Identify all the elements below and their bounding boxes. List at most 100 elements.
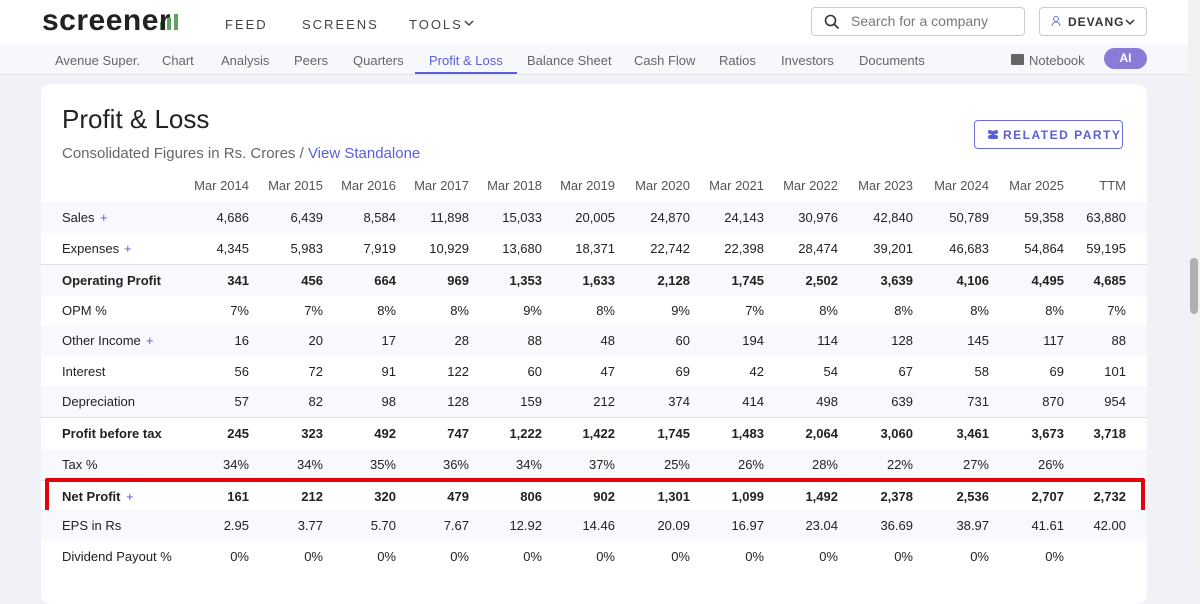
cell: 50,789 (949, 210, 989, 225)
row-label[interactable]: Sales (62, 210, 95, 225)
cell: 28% (811, 457, 838, 472)
cell: 8% (1045, 303, 1064, 318)
card: Profit & Loss Consolidated Figures in Rs… (41, 84, 1147, 604)
cell: 4,345 (216, 241, 249, 256)
subtitle-text: Consolidated Figures in Rs. Crores / (62, 145, 304, 162)
expand-toggle[interactable]: + (146, 333, 154, 348)
search-icon (824, 14, 840, 30)
cell: 14.46 (582, 518, 615, 533)
tab[interactable]: Analysis (221, 53, 270, 68)
chevron (464, 20, 474, 27)
cell: 0% (304, 549, 323, 564)
cell: 17 (381, 333, 396, 348)
cell: 10,929 (429, 241, 469, 256)
notebook-link[interactable]: Notebook (1029, 53, 1085, 68)
row-label: Depreciation (62, 394, 135, 409)
cell: 117 (1043, 333, 1064, 348)
tab[interactable]: Peers (294, 53, 328, 68)
cell: 23.04 (805, 518, 838, 533)
cell: 20.09 (657, 518, 690, 533)
search-box[interactable]: Search for a company (811, 7, 1025, 36)
notebook-icon (1011, 54, 1024, 65)
ai-label: AI (1119, 51, 1132, 65)
tab[interactable]: Balance Sheet (527, 53, 612, 68)
expand-toggle[interactable]: + (124, 241, 132, 256)
column-header: Mar 2017 (414, 178, 469, 193)
table-row: Dividend Payout % 0% 0% 0% 0% 0% 0% 0% 0% 0% 0% 0% 0… (41, 541, 1147, 571)
cell: 212 (593, 394, 615, 409)
expand-toggle[interactable]: + (100, 210, 108, 225)
tab[interactable]: Documents (859, 53, 925, 68)
cell: 60 (675, 333, 690, 348)
cell: 902 (593, 489, 615, 504)
tab[interactable]: Cash Flow (634, 53, 696, 68)
row-label[interactable]: Net Profit (62, 489, 121, 504)
tab-bar: Notebook AI Avenue Super. Chart Analysis Pe… (0, 44, 1200, 75)
cell: 456 (301, 273, 323, 288)
cell: 34% (222, 457, 249, 472)
cell: 1,301 (657, 489, 690, 504)
highlight-box (45, 478, 1145, 514)
tab[interactable]: Profit & Loss (429, 53, 503, 68)
cell: 7% (304, 303, 323, 318)
table-row: Profit before tax 245 323 492 747 1,222 1,422 1… (41, 417, 1147, 450)
row-label[interactable]: Other Income (62, 333, 141, 348)
logo[interactable]: screener (42, 4, 172, 37)
column-header: Mar 2015 (268, 178, 323, 193)
cell: 59,358 (1024, 210, 1064, 225)
cell: 194 (742, 333, 764, 348)
cell: 28,474 (798, 241, 838, 256)
cell: 4,685 (1093, 273, 1126, 288)
user-button[interactable]: DEVANG (1039, 7, 1147, 36)
cell: 91 (381, 364, 396, 379)
table: Mar 2014 Mar 2015 Mar 2016 Mar 2017 Mar 2018… (41, 172, 1147, 602)
cell: 128 (447, 394, 469, 409)
tab[interactable]: Avenue Super. (55, 53, 141, 68)
tab[interactable]: Investors (781, 53, 834, 68)
nav-link[interactable]: SCREENS (302, 17, 379, 32)
expand-toggle[interactable]: + (126, 489, 134, 504)
cell: 954 (1104, 394, 1126, 409)
cell: 3,718 (1093, 426, 1126, 441)
nav-link[interactable]: TOOLS (409, 17, 463, 32)
cell: 34% (515, 457, 542, 472)
scroll-thumb[interactable] (1190, 258, 1198, 314)
cell: 806 (520, 489, 542, 504)
row-label: Dividend Payout % (62, 549, 172, 564)
column-header: Mar 2024 (934, 178, 989, 193)
cell: 969 (447, 273, 469, 288)
row-label[interactable]: Expenses (62, 241, 120, 256)
tab[interactable]: Quarters (353, 53, 404, 68)
cell: 3,639 (880, 273, 913, 288)
cell: 26% (737, 457, 764, 472)
table-row: Depreciation 57 82 98 128 159 212 374 414 498 639 7… (41, 386, 1147, 417)
tab[interactable]: Chart (162, 53, 194, 68)
cell: 3,673 (1031, 426, 1064, 441)
cell: 9% (671, 303, 690, 318)
cell: 212 (301, 489, 323, 504)
cell: 15,033 (502, 210, 542, 225)
cell: 0% (1045, 549, 1064, 564)
column-header: Mar 2023 (858, 178, 913, 193)
cell: 159 (520, 394, 542, 409)
table-row: OPM % 7% 7% 8% 8% 9% 8% 9% 7% 8% 8% 8% 8% 7% (41, 295, 1147, 325)
cell: 7,919 (363, 241, 396, 256)
nav-link[interactable]: FEED (225, 17, 268, 32)
related-party-button[interactable]: RELATED PARTY (974, 120, 1123, 149)
cell: 639 (891, 394, 913, 409)
ai-button[interactable]: AI (1104, 48, 1147, 69)
cell: 37% (588, 457, 615, 472)
cell: 0% (671, 549, 690, 564)
standalone-link[interactable]: View Standalone (307, 145, 421, 162)
section-title: Profit & Loss (62, 104, 210, 134)
cell: 5.70 (370, 518, 396, 533)
column-header: Mar 2025 (1009, 178, 1064, 193)
tab[interactable]: Ratios (719, 53, 756, 68)
cell: 59,195 (1086, 241, 1126, 256)
cell: 492 (374, 426, 396, 441)
cell: 3,060 (880, 426, 913, 441)
cell: 479 (447, 489, 469, 504)
column-header: Mar 2018 (487, 178, 542, 193)
cell: 27% (962, 457, 989, 472)
